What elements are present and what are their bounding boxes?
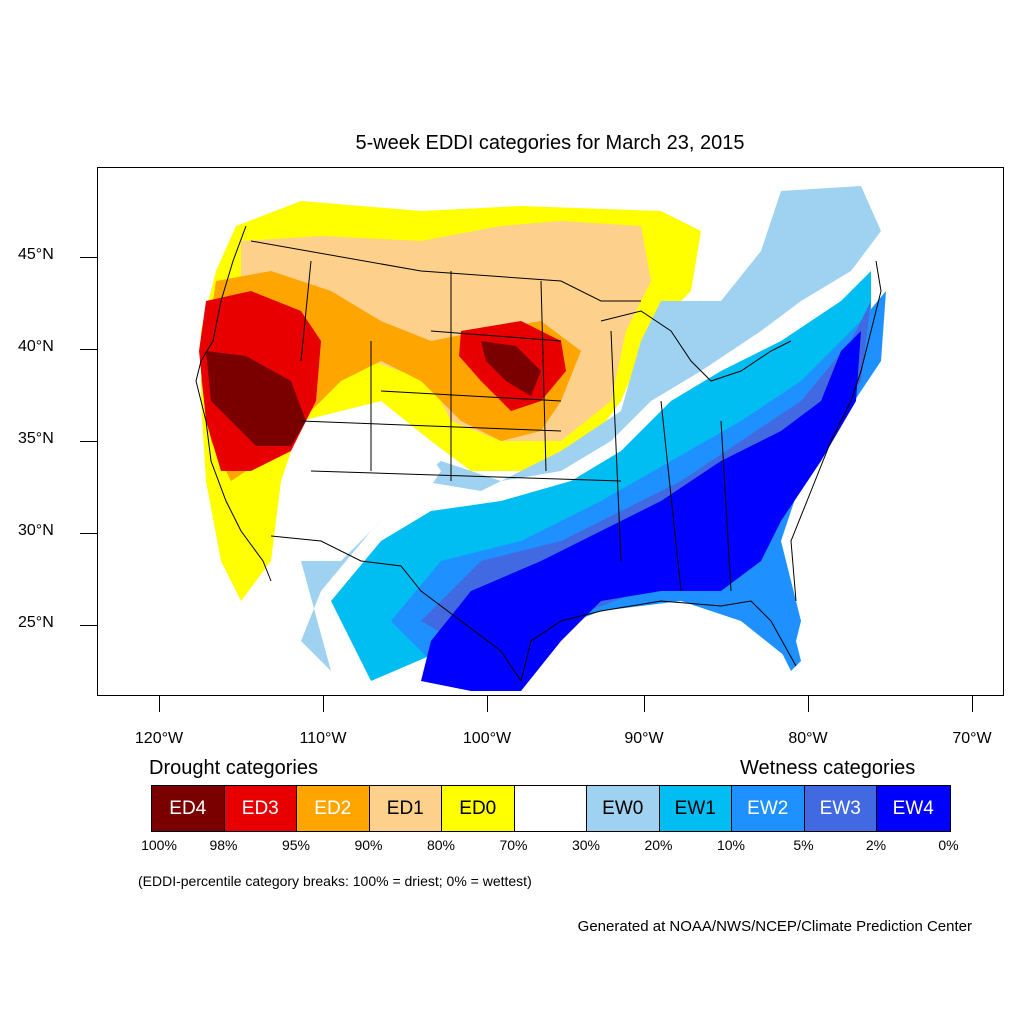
percent-break-label: 10% (716, 837, 746, 853)
percent-break-label: 0% (938, 837, 959, 853)
lon-label-120: 120°W (134, 730, 184, 747)
lat-label-30: 30°N (18, 522, 54, 539)
lat-tick-35 (80, 441, 97, 442)
wetness-heading: Wetness categories (740, 757, 916, 779)
lon-label-110: 110°W (299, 730, 347, 747)
gulf-coastline (520, 600, 797, 682)
region-ed4-west (206, 351, 306, 446)
percent-break-label: 5% (793, 837, 814, 853)
percent-break-label: 70% (499, 837, 528, 853)
percent-break-label: 95% (281, 837, 311, 853)
lon-tick-110 (323, 696, 324, 712)
west-coastline (195, 225, 272, 582)
eddi-map (97, 167, 1004, 696)
lat-tick-30 (80, 533, 97, 534)
percent-break-label: 20% (644, 837, 673, 853)
percent-break-label: 80% (426, 837, 456, 853)
lat-label-40: 40°N (18, 338, 54, 355)
region-ew0 (301, 186, 881, 671)
lon-tick-120 (159, 696, 160, 712)
canada-border (250, 240, 641, 302)
lat-tick-45 (80, 257, 97, 258)
boundaries (195, 225, 882, 682)
lon-tick-90 (644, 696, 645, 712)
drought-heading: Drought categories (149, 757, 318, 779)
percent-break-label: 2% (865, 837, 887, 853)
map-title: 5-week EDDI categories for March 23, 201… (355, 132, 745, 154)
map-canvas (195, 186, 886, 691)
legend-box-neutral (514, 786, 587, 831)
east-coastline (790, 260, 882, 602)
great-lakes (600, 310, 792, 382)
legend-box-ew4: EW4 (877, 786, 950, 831)
lon-label-80: 80°W (788, 730, 828, 747)
legend-box-ed4: ED4 (152, 786, 225, 831)
lat-tick-40 (80, 349, 97, 350)
lon-label-90: 90°W (624, 730, 664, 747)
category-fills (199, 186, 886, 691)
region-ew4 (421, 331, 861, 691)
lon-label-100: 100°W (462, 730, 512, 747)
legend-box-ed2: ED2 (297, 786, 370, 831)
legend-box-ew0: EW0 (587, 786, 660, 831)
percent-break-label: 90% (354, 837, 383, 853)
credit-line: Generated at NOAA/NWS/NCEP/Climate Predi… (577, 918, 972, 935)
lat-label-25: 25°N (18, 614, 54, 631)
legend-box-ew2: EW2 (732, 786, 805, 831)
legend-box-ew3: EW3 (804, 786, 877, 831)
category-legend: ED4 ED3 ED2 ED1 ED0 EW0 EW1 EW2 EW3 EW4 (151, 785, 951, 832)
lon-tick-70 (972, 696, 973, 712)
legend-box-ed1: ED1 (369, 786, 442, 831)
category-note: (EDDI-percentile category breaks: 100% =… (138, 873, 532, 889)
legend-box-ed3: ED3 (224, 786, 297, 831)
mexico-border (270, 535, 522, 682)
lon-tick-80 (808, 696, 809, 712)
lon-tick-100 (487, 696, 488, 712)
legend-box-ed0: ED0 (442, 786, 515, 831)
lon-label-70: 70°W (952, 730, 992, 747)
region-florida (741, 586, 801, 671)
lat-label-35: 35°N (18, 430, 54, 447)
region-ed4-plains (481, 341, 541, 396)
percent-break-label: 100% (141, 837, 177, 853)
state-lines (300, 260, 732, 592)
percent-break-label: 98% (209, 837, 238, 853)
region-neutral-sw (281, 421, 441, 561)
lat-tick-25 (80, 625, 97, 626)
lat-label-45: 45°N (18, 246, 54, 263)
legend-box-ew1: EW1 (659, 786, 732, 831)
percent-break-label: 30% (571, 837, 601, 853)
